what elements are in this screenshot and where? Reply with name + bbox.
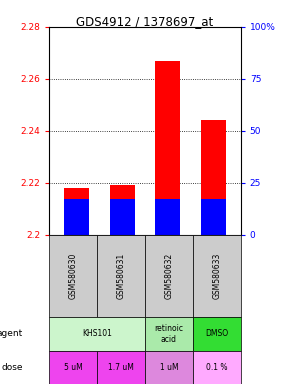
Bar (145, 351, 193, 384)
Bar (193, 317, 241, 351)
Text: KHS101: KHS101 (82, 329, 112, 338)
Text: GSM580632: GSM580632 (164, 253, 173, 299)
Text: 5 uM: 5 uM (64, 363, 83, 372)
Text: GSM580633: GSM580633 (212, 252, 221, 299)
Text: DMSO: DMSO (205, 329, 228, 338)
Bar (201, 199, 226, 235)
Bar (97, 235, 145, 317)
Text: 1 uM: 1 uM (160, 363, 178, 372)
Bar (64, 188, 89, 235)
Bar (110, 199, 135, 235)
Bar (155, 61, 180, 235)
Bar (110, 185, 135, 235)
Bar (145, 317, 193, 351)
Text: GSM580630: GSM580630 (69, 252, 78, 299)
Bar (64, 199, 89, 235)
Bar (201, 120, 226, 235)
Bar (145, 235, 193, 317)
Bar (49, 317, 145, 351)
Text: GSM580631: GSM580631 (117, 253, 126, 299)
Text: 1.7 uM: 1.7 uM (108, 363, 134, 372)
Text: dose: dose (1, 363, 23, 372)
Bar (49, 351, 97, 384)
Bar (49, 235, 97, 317)
Text: 0.1 %: 0.1 % (206, 363, 228, 372)
Bar (155, 199, 180, 235)
Text: GDS4912 / 1378697_at: GDS4912 / 1378697_at (76, 15, 214, 28)
Text: retinoic
acid: retinoic acid (154, 324, 183, 344)
Bar (193, 235, 241, 317)
Bar (97, 351, 145, 384)
Bar (193, 351, 241, 384)
Text: agent: agent (0, 329, 23, 338)
